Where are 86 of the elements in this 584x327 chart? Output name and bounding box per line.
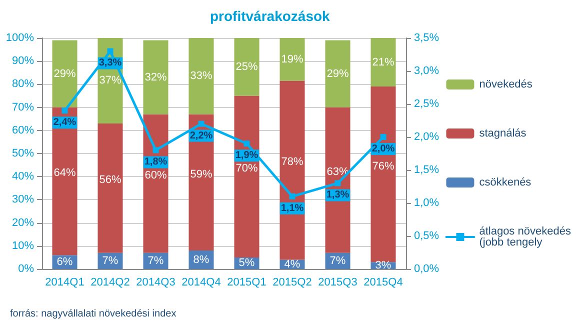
data-label: 4% bbox=[284, 258, 300, 270]
data-label: 8% bbox=[193, 254, 210, 266]
y-tick-label: 30% bbox=[12, 194, 34, 206]
data-label: 78% bbox=[281, 156, 304, 168]
x-tick-label: 2014Q2 bbox=[90, 276, 130, 288]
point bbox=[198, 120, 204, 127]
y-tick-label: 80% bbox=[12, 78, 34, 90]
x-tick-label: 2015Q1 bbox=[227, 276, 266, 288]
y2-tick-label: 1,0% bbox=[414, 197, 440, 209]
legend-label: növekedés bbox=[479, 78, 533, 90]
y-tick-label: 100% bbox=[6, 32, 34, 44]
text: forrás: nagyvállalati növekedési index bbox=[10, 308, 176, 320]
point bbox=[152, 147, 159, 154]
point bbox=[107, 48, 114, 54]
y2-tick-label: 2,0% bbox=[414, 131, 440, 143]
y2-tick-label: 2,5% bbox=[414, 98, 440, 110]
point bbox=[62, 108, 68, 114]
data-label: 21% bbox=[372, 56, 394, 68]
bar bbox=[234, 96, 260, 258]
data-label: 60% bbox=[144, 170, 167, 182]
data-label: 7% bbox=[102, 254, 118, 267]
data-label: 70% bbox=[236, 162, 258, 175]
data-label: 29% bbox=[54, 68, 76, 80]
data-label: 64% bbox=[54, 167, 76, 180]
bar bbox=[370, 38, 396, 87]
data-label: 2,2% bbox=[190, 130, 213, 142]
point bbox=[334, 180, 341, 186]
y2-tick-label: 1,5% bbox=[414, 164, 440, 176]
data-label: 5% bbox=[238, 257, 255, 270]
bar bbox=[280, 38, 305, 81]
y-tick-label: 40% bbox=[12, 170, 34, 183]
data-label: 1,3% bbox=[326, 190, 350, 201]
y-tick-label: 90% bbox=[12, 55, 34, 68]
data-label: 1,9% bbox=[235, 150, 258, 162]
data-label: 19% bbox=[281, 53, 304, 66]
bar bbox=[143, 40, 168, 114]
data-label: 7% bbox=[330, 254, 346, 267]
y2-tick-label: 0,5% bbox=[414, 230, 440, 242]
bar bbox=[234, 38, 260, 96]
legend-label: csökkenés bbox=[479, 176, 532, 188]
point bbox=[380, 134, 386, 140]
data-label: 76% bbox=[372, 160, 394, 172]
bar bbox=[325, 40, 350, 108]
data-label: 59% bbox=[190, 168, 212, 180]
data-label: 2,4% bbox=[53, 117, 76, 128]
y-tick-label: 0% bbox=[18, 263, 34, 275]
legend-label: átlagos növekedés (jobb tengely bbox=[479, 226, 574, 248]
y-tick-label: 20% bbox=[12, 216, 34, 229]
chart-title: profitvárakozások bbox=[210, 8, 330, 24]
bar bbox=[188, 114, 214, 251]
bar bbox=[52, 40, 78, 108]
data-label: 7% bbox=[148, 254, 164, 267]
data-label: 37% bbox=[99, 74, 122, 87]
x-tick-label: 2014Q3 bbox=[136, 276, 176, 288]
bar bbox=[370, 86, 396, 262]
y-tick-label: 60% bbox=[12, 124, 34, 136]
data-label: 1,8% bbox=[144, 156, 168, 168]
data-label: 6% bbox=[56, 256, 73, 268]
data-label: 2,0% bbox=[372, 144, 395, 154]
x-tick-label: 2015Q2 bbox=[272, 276, 312, 288]
data-label: 33% bbox=[190, 70, 212, 82]
point bbox=[244, 140, 250, 147]
y2-tick-label: 3,5% bbox=[414, 32, 440, 44]
data-label: 25% bbox=[236, 60, 258, 73]
x-tick-label: 2015Q3 bbox=[318, 276, 358, 288]
data-label: 56% bbox=[99, 174, 122, 186]
y-tick-label: 50% bbox=[12, 148, 34, 160]
y2-tick-label: 3,0% bbox=[414, 65, 440, 77]
bar bbox=[280, 80, 305, 260]
data-label: 3,3% bbox=[98, 58, 122, 69]
data-label: 1,1% bbox=[280, 202, 304, 214]
y-tick-label: 10% bbox=[12, 240, 34, 252]
x-tick-label: 2015Q4 bbox=[364, 276, 403, 288]
bar bbox=[52, 107, 78, 256]
point bbox=[289, 193, 296, 200]
x-tick-label: 2014Q1 bbox=[45, 276, 84, 288]
x-tick-label: 2014Q4 bbox=[182, 276, 221, 288]
legend-label: stagnálás bbox=[479, 128, 527, 140]
y2-tick-label: 0,0% bbox=[414, 263, 440, 275]
y-tick-label: 70% bbox=[12, 101, 34, 114]
bar bbox=[188, 38, 214, 114]
bar bbox=[143, 114, 168, 253]
data-label: 29% bbox=[326, 68, 349, 80]
bar bbox=[98, 123, 123, 253]
data-label: 32% bbox=[144, 71, 167, 84]
data-label: 3% bbox=[375, 260, 392, 272]
